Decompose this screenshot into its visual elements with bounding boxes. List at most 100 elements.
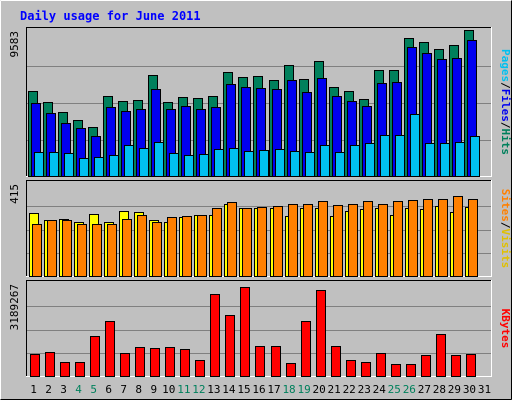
bar-pages-day-26 xyxy=(410,114,420,177)
chart-title: Daily usage for June 2011 xyxy=(20,9,201,23)
bar-sites-day-11 xyxy=(182,216,192,277)
series-sites xyxy=(32,196,478,277)
bar-sites-day-1 xyxy=(32,224,42,277)
bar-pages-day-23 xyxy=(365,143,375,177)
x-tick-label-9: 9 xyxy=(150,383,157,396)
bar-kbytes-day-7 xyxy=(120,353,130,377)
x-tick-label-27: 27 xyxy=(418,383,431,396)
bar-pages-day-15 xyxy=(244,151,254,177)
legend-label-part: Files xyxy=(499,89,512,122)
x-tick-label-1: 1 xyxy=(30,383,37,396)
legend-label-part: Pages xyxy=(499,49,512,82)
bar-pages-day-8 xyxy=(139,148,149,177)
bar-pages-day-9 xyxy=(154,142,164,177)
bar-kbytes-day-22 xyxy=(346,360,356,377)
bar-kbytes-day-17 xyxy=(271,346,281,377)
y-max-label: 9583 xyxy=(8,31,21,58)
panel-visits_sites: 415 Sites/Visits xyxy=(8,180,512,277)
bar-pages-day-7 xyxy=(124,145,134,177)
bar-sites-day-19 xyxy=(303,204,313,277)
bar-pages-day-28 xyxy=(440,143,450,177)
x-tick-label-29: 29 xyxy=(448,383,461,396)
x-tick-label-25: 25 xyxy=(388,383,401,396)
x-axis-tick-labels: 1 2 3 4 5 6 7 8 9 10 11 12 13 14 15 16 17 18 19 20 21 22 23 24 2… xyxy=(30,383,491,396)
legend-label-part: / xyxy=(499,222,512,229)
bar-kbytes-day-28 xyxy=(436,334,446,377)
bar-sites-day-18 xyxy=(288,204,298,277)
bar-kbytes-day-13 xyxy=(210,294,220,377)
bar-kbytes-day-3 xyxy=(60,362,70,377)
bar-pages-day-25 xyxy=(395,135,405,177)
bar-sites-day-20 xyxy=(318,201,328,277)
x-tick-label-7: 7 xyxy=(120,383,127,396)
x-tick-label-19: 19 xyxy=(297,383,310,396)
bar-sites-day-2 xyxy=(47,220,57,277)
bar-sites-day-17 xyxy=(273,206,283,277)
x-tick-label-14: 14 xyxy=(222,383,236,396)
x-tick-label-5: 5 xyxy=(90,383,97,396)
bar-sites-day-24 xyxy=(378,204,388,277)
x-tick-label-17: 17 xyxy=(267,383,280,396)
x-tick-label-11: 11 xyxy=(177,383,190,396)
x-tick-label-28: 28 xyxy=(433,383,446,396)
bar-pages-day-4 xyxy=(79,158,89,177)
bar-pages-day-10 xyxy=(169,153,179,177)
y-max-label: 3189267 xyxy=(8,284,21,330)
bar-pages-day-3 xyxy=(64,153,74,177)
bar-sites-day-8 xyxy=(137,215,147,277)
bar-kbytes-day-12 xyxy=(195,360,205,377)
bar-pages-day-29 xyxy=(455,142,465,177)
bar-kbytes-day-27 xyxy=(421,355,431,377)
bar-sites-day-13 xyxy=(212,208,222,277)
x-tick-label-2: 2 xyxy=(45,383,52,396)
bar-pages-day-6 xyxy=(109,155,119,177)
bar-kbytes-day-18 xyxy=(286,363,296,377)
bar-sites-day-28 xyxy=(438,199,448,277)
legend-label: Pages/Files/Hits xyxy=(499,49,512,155)
bar-sites-day-5 xyxy=(92,224,102,277)
bar-sites-day-25 xyxy=(393,201,403,277)
bar-kbytes-day-8 xyxy=(135,347,145,377)
bar-kbytes-day-29 xyxy=(451,355,461,377)
bar-sites-day-12 xyxy=(197,215,207,277)
x-tick-label-20: 20 xyxy=(313,383,326,396)
panel-kbytes: 3189267 KBytes xyxy=(8,280,512,377)
series-kbytes xyxy=(30,287,476,377)
bar-sites-day-15 xyxy=(242,208,252,277)
legend-label: Sites/Visits xyxy=(499,189,512,269)
x-tick-label-15: 15 xyxy=(237,383,250,396)
bar-sites-day-16 xyxy=(257,207,267,277)
bar-pages-day-21 xyxy=(335,152,345,177)
series-files xyxy=(31,40,477,177)
bar-sites-day-10 xyxy=(167,217,177,277)
bar-kbytes-day-9 xyxy=(150,348,160,377)
bar-kbytes-day-19 xyxy=(301,321,311,377)
x-tick-label-18: 18 xyxy=(282,383,295,396)
x-tick-label-6: 6 xyxy=(105,383,112,396)
x-tick-label-30: 30 xyxy=(463,383,476,396)
legend-label-part: / xyxy=(499,82,512,89)
bar-pages-day-22 xyxy=(350,145,360,177)
bar-pages-day-11 xyxy=(184,155,194,177)
bar-kbytes-day-14 xyxy=(225,315,235,377)
bar-pages-day-13 xyxy=(214,149,224,177)
bar-kbytes-day-10 xyxy=(165,347,175,377)
legend-label-part: Hits xyxy=(499,129,512,156)
bar-kbytes-day-24 xyxy=(376,353,386,377)
bar-pages-day-12 xyxy=(199,154,209,177)
bar-pages-day-19 xyxy=(305,152,315,177)
bar-kbytes-day-5 xyxy=(90,336,100,377)
bar-sites-day-22 xyxy=(348,204,358,277)
x-tick-label-8: 8 xyxy=(135,383,142,396)
bar-sites-day-9 xyxy=(152,222,162,277)
bar-kbytes-day-30 xyxy=(466,354,476,377)
bar-kbytes-day-25 xyxy=(391,364,401,377)
bar-kbytes-day-11 xyxy=(180,349,190,377)
bar-kbytes-day-6 xyxy=(105,321,115,377)
x-tick-label-4: 4 xyxy=(75,383,82,396)
bar-sites-day-7 xyxy=(122,219,132,277)
bar-pages-day-27 xyxy=(425,143,435,177)
legend-label-part: Sites xyxy=(499,189,512,222)
